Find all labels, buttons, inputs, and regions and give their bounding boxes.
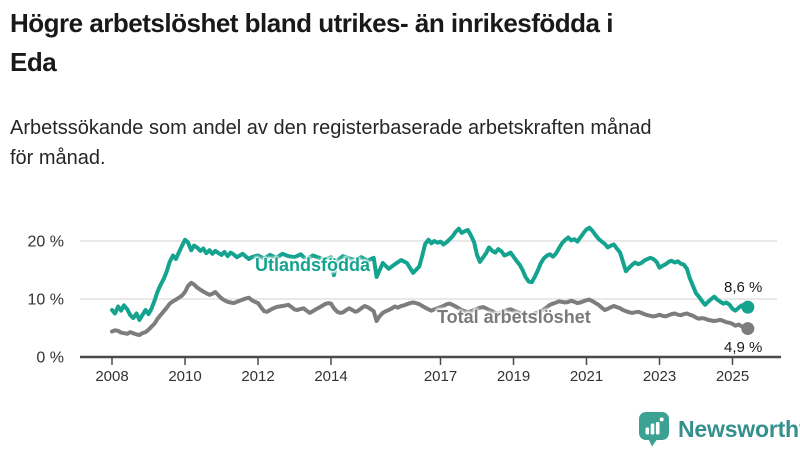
page-title: Högre arbetslöshet bland utrikes- än inr… bbox=[10, 4, 613, 82]
y-axis-label-10: 10 % bbox=[28, 292, 64, 309]
subtitle-line-1: Arbetssökande som andel av den registerb… bbox=[10, 117, 652, 139]
series-line-utlandsf-dda bbox=[110, 225, 750, 322]
series-end-dot-utlandsf-dda bbox=[741, 300, 755, 314]
x-tick-label-2019: 2019 bbox=[497, 368, 530, 385]
x-tick-label-2025: 2025 bbox=[716, 368, 749, 385]
newsworthy-bar-chart-badge-icon bbox=[639, 412, 669, 447]
x-tick-label-2021: 2021 bbox=[570, 368, 603, 385]
series-label-total-arbetsloshet: Total arbetslöshet bbox=[437, 307, 591, 327]
y-axis-label-0: 0 % bbox=[36, 350, 64, 367]
y-axis-label-20: 20 % bbox=[28, 234, 64, 251]
series-end-dot-total-arbetsl-shet bbox=[741, 322, 755, 336]
x-tick-label-2010: 2010 bbox=[168, 368, 201, 385]
subtitle-line-2: för månad. bbox=[10, 147, 106, 169]
series-label-utlandsfodda: Utlandsfödda bbox=[255, 255, 370, 275]
newsworthy-logo: Newsworthy bbox=[638, 411, 800, 447]
end-value-label-utlandsfodda: 8,6 % bbox=[724, 279, 763, 296]
x-tick-label-2008: 2008 bbox=[95, 368, 128, 385]
x-tick-label-2017: 2017 bbox=[424, 368, 457, 385]
series-line-total-arbetsl-shet bbox=[110, 280, 750, 337]
end-value-label-total: 4,9 % bbox=[724, 339, 763, 356]
chart-subtitle: Arbetssökande som andel av den registerb… bbox=[10, 113, 652, 173]
x-tick-label-2012: 2012 bbox=[241, 368, 274, 385]
title-line-2: Eda bbox=[10, 47, 57, 77]
x-tick-label-2023: 2023 bbox=[643, 368, 676, 385]
x-tick-label-2014: 2014 bbox=[314, 368, 347, 385]
newsworthy-logo-text: Newsworthy bbox=[678, 415, 800, 442]
title-line-1: Högre arbetslöshet bland utrikes- än inr… bbox=[10, 8, 613, 38]
